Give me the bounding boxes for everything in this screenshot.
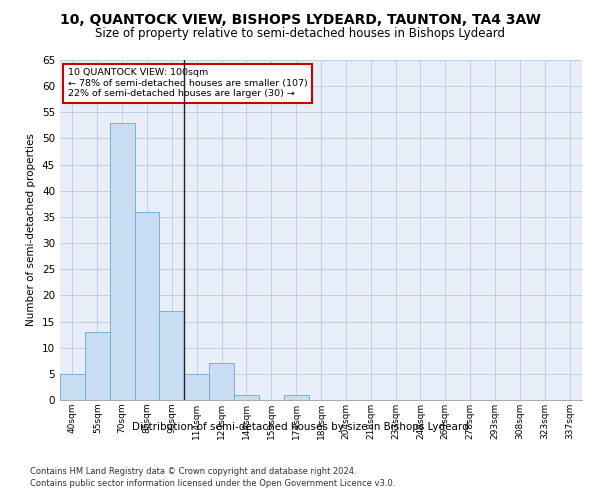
Bar [134,212,160,400]
Y-axis label: Number of semi-detached properties: Number of semi-detached properties [26,134,37,326]
Bar [160,311,184,400]
Bar [209,364,234,400]
Bar [85,332,110,400]
Bar [110,123,134,400]
Text: Contains HM Land Registry data © Crown copyright and database right 2024.: Contains HM Land Registry data © Crown c… [30,468,356,476]
Text: 10 QUANTOCK VIEW: 100sqm
← 78% of semi-detached houses are smaller (107)
22% of : 10 QUANTOCK VIEW: 100sqm ← 78% of semi-d… [68,68,308,98]
Bar [234,395,259,400]
Text: Distribution of semi-detached houses by size in Bishops Lydeard: Distribution of semi-detached houses by … [131,422,469,432]
Text: 10, QUANTOCK VIEW, BISHOPS LYDEARD, TAUNTON, TA4 3AW: 10, QUANTOCK VIEW, BISHOPS LYDEARD, TAUN… [59,12,541,26]
Bar [284,395,308,400]
Bar [184,374,209,400]
Text: Size of property relative to semi-detached houses in Bishops Lydeard: Size of property relative to semi-detach… [95,28,505,40]
Text: Contains public sector information licensed under the Open Government Licence v3: Contains public sector information licen… [30,479,395,488]
Bar [60,374,85,400]
